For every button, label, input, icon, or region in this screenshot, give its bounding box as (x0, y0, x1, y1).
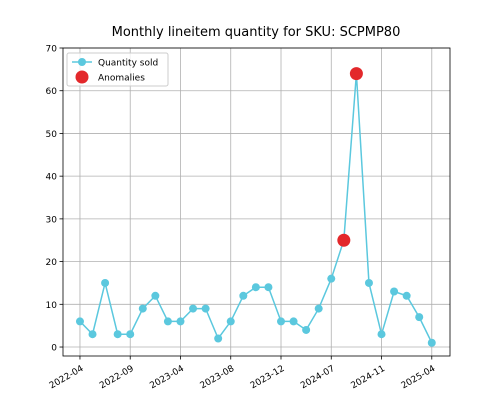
point (163, 317, 172, 326)
x-tick-label: 2023-08 (199, 364, 237, 392)
y-tick-label: 30 (46, 215, 58, 225)
point (113, 330, 122, 339)
anomaly-point (349, 67, 363, 81)
point (264, 283, 273, 292)
y-tick-label: 60 (46, 87, 58, 97)
legend-label: Anomalies (98, 74, 145, 84)
point (415, 313, 424, 322)
point (226, 317, 235, 326)
x-tick-label: 2022-04 (48, 364, 86, 392)
point (364, 278, 373, 287)
legend-marker (75, 70, 89, 84)
point (239, 291, 248, 300)
point (101, 278, 110, 287)
point (189, 304, 198, 313)
x-tick-label: 2024-07 (299, 364, 337, 391)
point (75, 317, 84, 326)
point (377, 330, 386, 339)
x-tick-label: 2025-04 (400, 364, 438, 392)
point (176, 317, 185, 326)
y-tick-label: 10 (46, 301, 58, 311)
point (138, 304, 147, 313)
legend-marker (78, 58, 86, 66)
x-tick-label: 2024-11 (349, 364, 387, 391)
y-tick-label: 50 (46, 130, 58, 140)
y-tick-label: 70 (46, 45, 58, 55)
point (289, 317, 298, 326)
plot-frame (62, 47, 451, 357)
point (126, 330, 135, 339)
y-tick-label: 0 (51, 344, 57, 354)
legend-label: Quantity sold (98, 59, 158, 69)
point (251, 283, 260, 292)
point (314, 304, 323, 313)
anomaly-point (337, 233, 351, 247)
series-line (79, 73, 433, 344)
point (277, 317, 286, 326)
point (402, 291, 411, 300)
legend-box (66, 52, 169, 87)
point (427, 338, 436, 347)
y-tick-label: 40 (46, 173, 58, 183)
point (390, 287, 399, 296)
point (214, 334, 223, 343)
point (88, 330, 97, 339)
point (327, 274, 336, 283)
point (302, 325, 311, 334)
x-tick-label: 2023-12 (249, 364, 287, 391)
point (201, 304, 210, 313)
point (151, 291, 160, 300)
y-tick-label: 20 (46, 258, 58, 268)
chart-title: Monthly lineitem quantity for SKU: SCPMP… (112, 25, 401, 40)
x-tick-label: 2023-04 (148, 364, 186, 392)
x-tick-label: 2022-09 (98, 364, 136, 392)
